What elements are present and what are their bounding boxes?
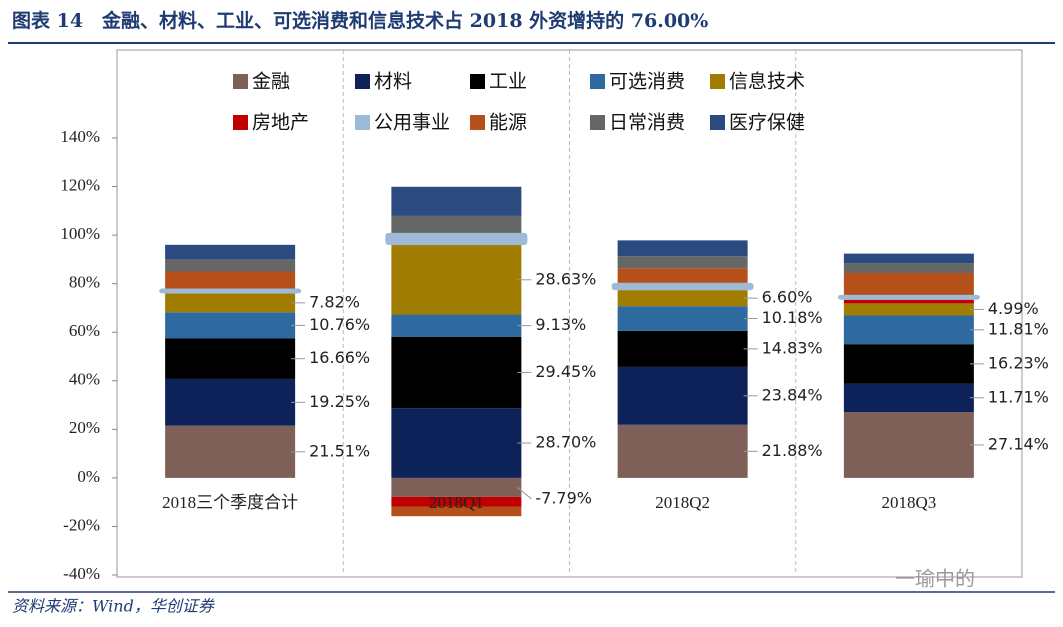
- data-label: 21.88%: [762, 441, 823, 460]
- x-tick-label: 2018Q2: [655, 493, 710, 512]
- legend-label: 日常消费: [609, 112, 685, 134]
- legend-label: 工业: [489, 71, 527, 93]
- legend-swatch: [590, 115, 605, 130]
- bar-segment: [843, 344, 974, 384]
- bar-segment: [165, 244, 296, 260]
- y-tick-label: 20%: [69, 418, 100, 437]
- bar-segment: [843, 383, 974, 412]
- legend-swatch: [233, 74, 248, 89]
- bar-segment: [165, 259, 296, 272]
- data-label: 9.13%: [535, 315, 586, 334]
- legend-swatch: [233, 115, 248, 130]
- bar-segment: [617, 290, 748, 307]
- legend-label: 房地产: [252, 112, 309, 134]
- legend-swatch: [470, 74, 485, 89]
- bar-segment: [843, 411, 974, 478]
- bar-segment: [391, 245, 522, 315]
- bar-segment: [391, 186, 522, 216]
- y-tick-label: -20%: [63, 515, 100, 534]
- bar-segment: [617, 424, 748, 478]
- bar-segment: [391, 336, 522, 409]
- legend-swatch: [355, 74, 370, 89]
- chart-title: 图表 14 金融、材料、工业、可选消费和信息技术占 2018 外资增持的 76.…: [12, 9, 708, 32]
- bar-segment: [391, 215, 522, 233]
- bar-segment: [165, 378, 296, 426]
- legend-label: 金融: [252, 71, 290, 93]
- bar-segment: [617, 240, 748, 257]
- data-label: 21.51%: [309, 441, 370, 460]
- data-label: 16.66%: [309, 348, 370, 367]
- bar-segment: [617, 268, 748, 283]
- data-label: 11.71%: [988, 387, 1049, 406]
- bar-segment: [843, 253, 974, 264]
- bar-segment: [391, 408, 522, 478]
- legend-label: 医疗保健: [729, 112, 805, 134]
- legend-swatch: [470, 115, 485, 130]
- bar-segment: [837, 294, 980, 300]
- data-label: 28.63%: [535, 269, 596, 288]
- data-label: 10.18%: [762, 308, 823, 327]
- bar-segment: [611, 282, 754, 291]
- bar-segment: [165, 312, 296, 339]
- x-tick-label: 2018Q3: [881, 493, 936, 512]
- y-tick-label: 60%: [69, 321, 100, 340]
- data-label: 27.14%: [988, 434, 1049, 453]
- legend-swatch: [710, 115, 725, 130]
- data-label: 16.23%: [988, 353, 1049, 372]
- bar-segment: [391, 496, 522, 507]
- legend-label: 公用事业: [374, 112, 450, 134]
- bar-segment: [159, 288, 302, 294]
- legend-swatch: [590, 74, 605, 89]
- bar-segment: [391, 314, 522, 337]
- bar-segment: [165, 293, 296, 313]
- bar-segment: [617, 256, 748, 269]
- data-label: 14.83%: [762, 338, 823, 357]
- bar-segment: [617, 366, 748, 425]
- bar-segment: [617, 306, 748, 331]
- y-tick-label: 100%: [60, 224, 100, 243]
- bar-segment: [165, 425, 296, 478]
- legend-swatch: [710, 74, 725, 89]
- y-tick-label: 80%: [69, 273, 100, 292]
- y-tick-label: -40%: [63, 564, 100, 583]
- data-label: 4.99%: [988, 299, 1039, 318]
- source-note: 资料来源：Wind，华创证券: [12, 597, 216, 616]
- bar-segment: [391, 506, 522, 517]
- data-label: 29.45%: [535, 362, 596, 381]
- bar-segment: [385, 232, 528, 246]
- bar-segment: [843, 273, 974, 295]
- bar-segment: [843, 303, 974, 316]
- data-label: 19.25%: [309, 392, 370, 411]
- y-tick-label: 0%: [77, 467, 100, 486]
- data-label: 11.81%: [988, 319, 1049, 338]
- legend-label: 可选消费: [609, 71, 685, 93]
- bar-segment: [165, 338, 296, 379]
- bar-segment: [843, 263, 974, 274]
- data-label: 28.70%: [535, 433, 596, 452]
- legend-label: 材料: [374, 71, 412, 93]
- bar-segment: [843, 299, 974, 304]
- legend-label: 能源: [489, 112, 527, 134]
- x-tick-label: 2018Q1: [429, 493, 484, 512]
- data-label: 23.84%: [762, 385, 823, 404]
- y-tick-label: 40%: [69, 370, 100, 389]
- legend-swatch: [355, 115, 370, 130]
- watermark: 一瑜中的: [895, 567, 975, 591]
- legend-label: 信息技术: [729, 71, 805, 93]
- label-leader: [517, 486, 532, 500]
- bar-segment: [391, 477, 522, 497]
- bar-segment: [843, 315, 974, 345]
- data-label: 10.76%: [309, 315, 370, 334]
- x-tick-label: 2018三个季度合计: [162, 493, 298, 512]
- y-tick-label: 120%: [60, 175, 100, 194]
- y-tick-label: 140%: [60, 127, 100, 146]
- bar-segment: [165, 271, 296, 289]
- bar-segment: [617, 330, 748, 367]
- data-label: -7.79%: [535, 488, 592, 507]
- data-label: 6.60%: [762, 288, 813, 307]
- data-label: 7.82%: [309, 292, 360, 311]
